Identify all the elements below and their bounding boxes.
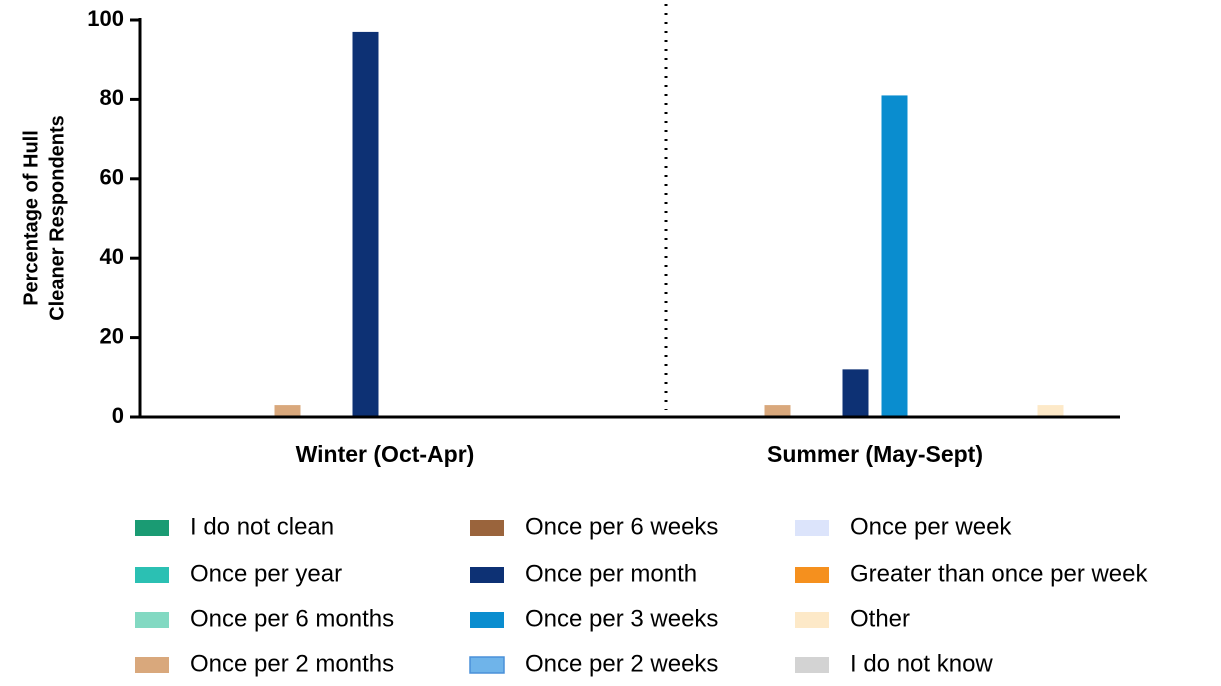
legend-label: Once per week (850, 513, 1012, 540)
legend-label: Once per 2 months (190, 650, 394, 677)
legend-label: Once per year (190, 560, 342, 587)
legend-swatch (470, 612, 504, 628)
legend-label: Once per 6 weeks (525, 513, 718, 540)
y-tick-label: 100 (87, 6, 124, 31)
legend-label: Once per 3 weeks (525, 605, 718, 632)
legend-swatch (795, 612, 829, 628)
bar (352, 31, 379, 417)
x-tick-label: Summer (May-Sept) (767, 441, 983, 467)
y-tick-label: 20 (100, 323, 124, 348)
legend-label: Once per month (525, 560, 697, 587)
legend-label: Greater than once per week (850, 560, 1149, 587)
legend-swatch (135, 567, 169, 583)
legend-swatch (795, 657, 829, 673)
y-axis-label: Cleaner Respondents (46, 115, 68, 321)
bar (764, 405, 791, 417)
bar (1037, 405, 1064, 417)
legend-swatch (469, 656, 505, 674)
bar (842, 369, 869, 417)
legend-label: Once per 2 weeks (525, 650, 718, 677)
x-tick-label: Winter (Oct-Apr) (296, 441, 475, 467)
legend-label: Once per 6 months (190, 605, 394, 632)
legend-swatch (795, 567, 829, 583)
legend-swatch (470, 520, 504, 536)
legend-swatch (795, 520, 829, 536)
y-tick-label: 0 (112, 403, 124, 428)
legend-swatch (135, 612, 169, 628)
bar (881, 95, 908, 418)
legend-swatch (135, 657, 169, 673)
legend-label: I do not clean (190, 513, 334, 540)
y-tick-label: 40 (100, 244, 124, 269)
legend-swatch (135, 520, 169, 536)
legend-swatch (470, 567, 504, 583)
y-axis-label: Percentage of Hull (20, 130, 42, 306)
y-tick-label: 80 (100, 85, 124, 110)
y-tick-label: 60 (100, 165, 124, 190)
bar (274, 405, 301, 417)
legend-label: I do not know (850, 650, 993, 677)
legend-label: Other (850, 605, 910, 632)
